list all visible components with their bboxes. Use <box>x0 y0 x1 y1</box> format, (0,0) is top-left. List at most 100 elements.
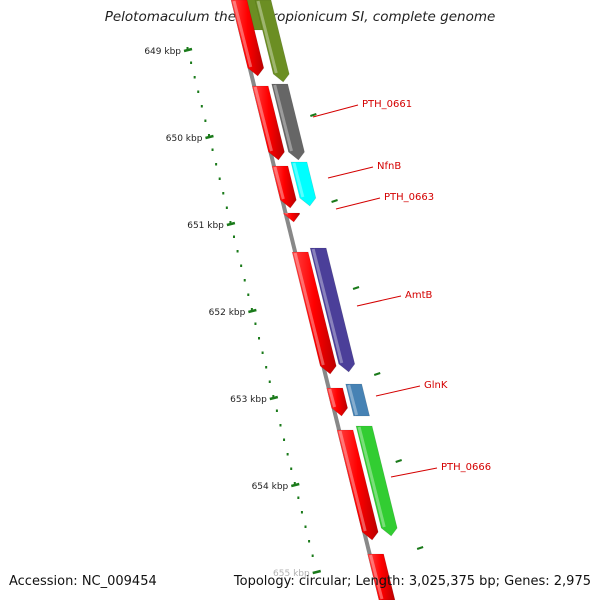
major-tick <box>269 395 279 401</box>
minor-tick <box>200 105 203 108</box>
minor-tick <box>258 337 261 340</box>
steelblue-cds-block[interactable] <box>345 383 370 417</box>
major-tick <box>226 221 236 227</box>
olive-cds-arrow[interactable] <box>254 0 290 83</box>
purple-cds-arrow[interactable] <box>309 247 356 373</box>
track-tick <box>331 199 338 203</box>
green-cds-arrow[interactable] <box>355 425 398 537</box>
minor-tick <box>190 61 193 64</box>
minor-tick <box>232 235 235 238</box>
gene-label[interactable]: AmtB <box>405 290 433 301</box>
minor-tick <box>197 90 200 93</box>
minor-tick <box>193 76 196 79</box>
feature-highlight <box>253 86 273 152</box>
minor-tick <box>222 192 225 195</box>
red-cds-arrow[interactable] <box>230 0 265 77</box>
minor-tick <box>186 47 189 50</box>
red-cds-arrow[interactable] <box>251 85 285 161</box>
track-tick <box>395 459 402 463</box>
kbp-label: 650 kbp <box>166 134 203 144</box>
minor-tick <box>272 395 275 398</box>
label-leader-line <box>312 104 359 118</box>
genome-summary-text: Topology: circular; Length: 3,025,375 bp… <box>233 574 591 589</box>
feature-highlight <box>328 388 337 408</box>
feature-highlight <box>357 426 386 528</box>
gene-label[interactable]: PTH_0663 <box>384 192 434 203</box>
minor-tick <box>247 293 250 296</box>
gene-labels: PTH_0661 NfnB PTH_0663 AmtB GlnK PTH_0666 <box>312 99 491 478</box>
feature-highlight <box>256 0 278 74</box>
minor-tick <box>261 351 264 354</box>
accession-text: Accession: NC_009454 <box>9 574 157 589</box>
minor-tick <box>308 540 311 543</box>
major-tick <box>205 134 214 140</box>
minor-tick <box>290 467 293 470</box>
feature-highlight <box>273 166 285 200</box>
feature-highlight <box>369 554 384 600</box>
label-leader-line <box>335 197 381 210</box>
red-cds-arrow[interactable] <box>326 387 348 417</box>
minor-tick <box>211 148 214 151</box>
gene-label[interactable]: PTH_0661 <box>362 99 412 110</box>
cyan-cds-arrow[interactable] <box>290 161 317 207</box>
minor-tick <box>265 366 268 369</box>
minor-tick <box>236 250 239 253</box>
minor-tick <box>250 308 253 311</box>
feature-highlight <box>292 162 305 198</box>
feature-highlight <box>232 0 253 68</box>
kbp-label: 649 kbp <box>144 47 181 57</box>
major-tick <box>248 308 257 314</box>
kbp-label: 654 kbp <box>252 482 289 492</box>
minor-tick <box>279 424 282 427</box>
map-title: Pelotomaculum thermopropionicum SI, comp… <box>104 9 496 25</box>
kbp-label: 651 kbp <box>187 221 224 231</box>
minor-tick <box>215 163 218 166</box>
minor-tick <box>243 279 246 282</box>
major-tick <box>290 482 300 488</box>
minor-tick <box>283 438 286 441</box>
feature-track <box>230 0 424 600</box>
gene-label[interactable]: NfnB <box>377 161 401 172</box>
minor-tick <box>225 206 228 209</box>
red-cds-arrow[interactable] <box>291 251 337 375</box>
track-tick <box>416 546 424 550</box>
minor-tick <box>311 554 314 557</box>
minor-tick <box>268 380 271 383</box>
feature-highlight <box>338 430 367 532</box>
gene-label[interactable]: GlnK <box>424 380 448 391</box>
label-leader-line <box>327 166 374 179</box>
label-leader-line <box>356 295 402 307</box>
gene-label[interactable]: PTH_0666 <box>441 462 491 473</box>
minor-tick <box>254 322 257 325</box>
kbp-label: 652 kbp <box>209 308 246 318</box>
red-cds-block[interactable] <box>367 553 396 600</box>
track-tick <box>373 372 381 376</box>
minor-tick <box>218 177 221 180</box>
kbp-scale: 649 kbp 650 kbp 651 kbp 652 kbp 653 kbp 654 k… <box>144 47 322 579</box>
red-cds-arrow[interactable] <box>283 212 301 223</box>
track-tick <box>310 113 317 117</box>
gray-cds-arrow[interactable] <box>271 83 305 161</box>
feature-highlight <box>293 252 325 366</box>
minor-tick <box>229 221 232 224</box>
minor-tick <box>275 409 278 412</box>
major-tick <box>183 47 193 53</box>
label-leader-line <box>375 385 421 397</box>
minor-tick <box>300 511 303 514</box>
minor-tick <box>240 264 243 267</box>
minor-tick <box>297 496 300 499</box>
feature-highlight <box>311 248 344 364</box>
track-tick <box>352 286 360 290</box>
kbp-label: 655 kbp <box>273 569 310 579</box>
minor-tick <box>304 525 307 528</box>
red-cds-arrow[interactable] <box>336 429 379 541</box>
minor-tick <box>293 482 296 485</box>
feature-highlight <box>273 84 293 152</box>
label-leader-line <box>390 467 438 478</box>
major-tick <box>312 569 322 575</box>
minor-tick <box>286 453 289 456</box>
minor-tick <box>207 134 210 137</box>
kbp-label: 653 kbp <box>230 395 267 405</box>
red-cds-arrow[interactable] <box>271 165 297 209</box>
